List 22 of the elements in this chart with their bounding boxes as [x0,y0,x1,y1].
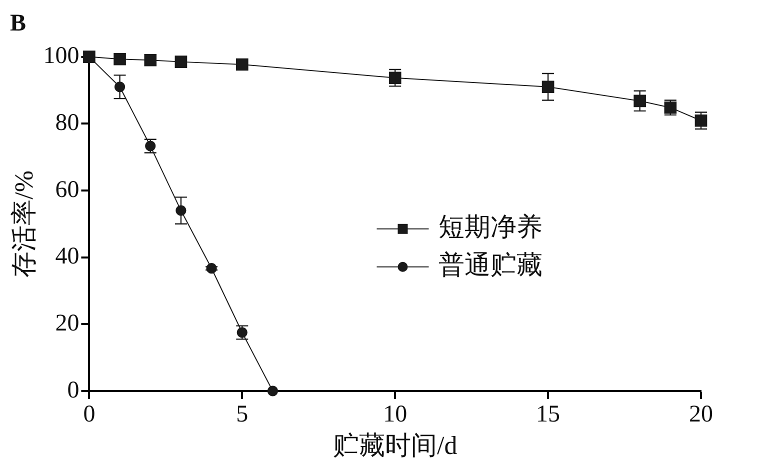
point [144,54,157,66]
x-tick-label: 0 [83,402,96,428]
point [236,58,248,71]
point [114,52,126,66]
y-tick-label: 20 [55,310,80,336]
x-tick-label: 20 [689,402,713,428]
y-axis-title: 存活率/% [9,170,38,278]
y-tick-label: 100 [43,43,80,70]
x-tick-label: 15 [536,402,560,428]
y-tick-label: 0 [67,377,80,404]
y-tick-label: 60 [55,176,80,203]
legend-label: 短期净养 [438,212,543,242]
legend-label: 普通贮藏 [438,250,543,280]
y-tick-label: 40 [55,244,80,270]
chart-title: B [10,10,26,37]
point [174,56,188,68]
x-tick-label: 10 [383,402,408,428]
x-tick-label: 5 [236,402,248,428]
point [267,386,278,396]
y-tick-label: 80 [55,110,80,136]
x-axis-title: 贮藏时间/d [332,431,458,460]
point [542,80,554,94]
